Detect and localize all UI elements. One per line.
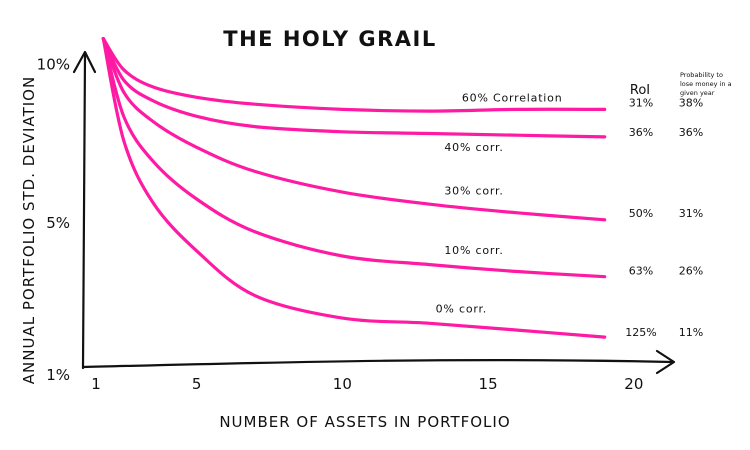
series-line-3 bbox=[101, 37, 607, 222]
y-tick-label-2: 5% bbox=[46, 214, 70, 232]
y-tick-label-3: 10% bbox=[37, 56, 70, 74]
probability-value-4: 26% bbox=[679, 265, 703, 278]
probability-value-1: 38% bbox=[679, 96, 703, 109]
series-label-1: 60% Correlation bbox=[462, 91, 563, 104]
series-label-3: 30% corr. bbox=[444, 185, 503, 198]
roi-value-3: 50% bbox=[629, 207, 653, 220]
series-labels: 60% Correlation 40% corr. 30% corr. 10% cor… bbox=[436, 91, 563, 316]
series-label-5: 0% corr. bbox=[436, 303, 487, 316]
series-line-1 bbox=[101, 37, 607, 113]
probability-column-header: Probability to lose money in a given yea… bbox=[680, 71, 732, 97]
series-line-5 bbox=[101, 37, 607, 339]
probability-value-2: 36% bbox=[679, 126, 703, 139]
x-tick-label-5: 5 bbox=[192, 375, 202, 393]
x-axis-label: NUMBER OF ASSETS IN PORTFOLIO bbox=[219, 413, 510, 431]
axes bbox=[72, 50, 676, 375]
probability-header-line-1: Probability to bbox=[680, 71, 723, 79]
y-axis-label: ANNUAL PORTFOLIO STD. DEVIATION bbox=[20, 76, 38, 384]
series-line-4 bbox=[101, 37, 607, 279]
roi-value-5: 125% bbox=[625, 326, 656, 339]
chart-title: THE HOLY GRAIL bbox=[223, 27, 436, 51]
series-label-2: 40% corr. bbox=[444, 141, 503, 154]
probability-value-3: 31% bbox=[679, 207, 703, 220]
series-label-4: 10% corr. bbox=[444, 244, 503, 257]
probability-value-5: 11% bbox=[679, 326, 703, 339]
roi-column-header: RoI bbox=[630, 83, 650, 98]
x-axis-line bbox=[81, 359, 674, 369]
y-tick-labels: 1% 5% 10% bbox=[37, 56, 70, 385]
roi-value-1: 31% bbox=[629, 96, 653, 109]
x-tick-label-10: 10 bbox=[333, 375, 352, 393]
probability-header-line-3: given year bbox=[680, 89, 715, 97]
y-axis-arrow bbox=[72, 50, 97, 74]
series-lines bbox=[101, 37, 607, 339]
x-tick-label-15: 15 bbox=[479, 375, 498, 393]
y-axis-line bbox=[81, 53, 87, 370]
x-axis-arrow bbox=[655, 349, 676, 375]
roi-value-4: 63% bbox=[629, 265, 653, 278]
series-line-2 bbox=[101, 37, 607, 139]
roi-value-2: 36% bbox=[629, 126, 653, 139]
x-tick-labels: 1 5 10 15 20 bbox=[91, 375, 643, 393]
x-tick-label-20: 20 bbox=[624, 375, 643, 393]
probability-header-line-2: lose money in a bbox=[680, 80, 732, 88]
x-tick-label-1: 1 bbox=[91, 375, 101, 393]
series-values: 31% 38% 36% 36% 50% 31% 63% 26% 125% 11% bbox=[625, 96, 703, 339]
y-tick-label-1: 1% bbox=[46, 366, 70, 384]
